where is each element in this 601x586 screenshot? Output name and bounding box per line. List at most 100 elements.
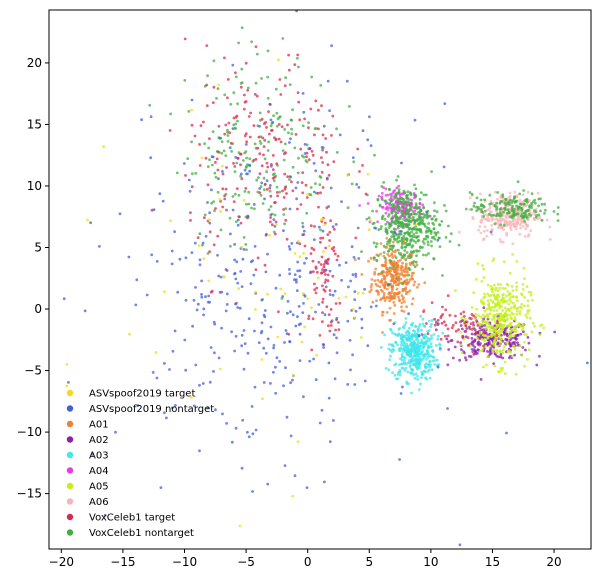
data-point xyxy=(415,231,418,235)
data-point xyxy=(520,302,524,306)
data-point xyxy=(398,202,402,206)
data-point xyxy=(454,321,458,325)
data-point xyxy=(414,194,418,197)
data-point xyxy=(516,333,520,337)
data-point xyxy=(217,177,220,181)
data-point xyxy=(406,370,410,374)
data-point xyxy=(410,238,414,241)
data-point xyxy=(518,198,522,202)
data-point xyxy=(283,341,286,344)
data-point xyxy=(446,407,449,410)
data-point xyxy=(259,193,263,197)
data-point xyxy=(548,238,552,241)
data-point xyxy=(479,315,483,319)
data-point xyxy=(242,159,245,162)
data-point xyxy=(210,188,213,192)
data-point xyxy=(388,254,391,258)
data-point xyxy=(229,141,233,145)
data-point xyxy=(98,245,101,248)
data-point xyxy=(128,332,131,336)
data-point xyxy=(521,193,525,197)
data-point xyxy=(314,182,317,186)
data-point xyxy=(221,187,225,191)
data-point xyxy=(377,194,381,198)
data-point xyxy=(169,112,173,116)
data-point xyxy=(200,293,203,296)
data-point xyxy=(324,285,328,289)
data-point xyxy=(498,201,502,205)
data-point xyxy=(429,240,433,243)
data-point xyxy=(482,229,486,233)
data-point xyxy=(434,328,438,332)
data-point xyxy=(480,218,484,222)
data-point xyxy=(470,313,474,316)
data-point xyxy=(415,260,418,264)
data-point xyxy=(515,313,519,316)
data-point xyxy=(478,349,482,353)
data-point xyxy=(266,482,270,486)
data-point xyxy=(409,363,412,367)
data-point xyxy=(239,221,243,225)
data-point xyxy=(235,187,239,191)
data-point xyxy=(328,293,332,296)
data-point xyxy=(242,367,246,371)
data-point xyxy=(302,110,306,114)
data-point xyxy=(410,357,414,361)
data-point xyxy=(382,296,386,300)
data-point xyxy=(296,53,300,57)
data-point xyxy=(491,259,495,263)
data-point xyxy=(403,323,407,327)
data-point xyxy=(518,205,521,209)
data-point xyxy=(313,225,316,228)
data-point xyxy=(360,250,363,254)
data-point xyxy=(397,275,401,278)
data-point xyxy=(390,194,393,198)
data-point xyxy=(368,290,372,294)
data-point xyxy=(317,127,320,131)
x-tick-label: 15 xyxy=(485,555,500,569)
data-point xyxy=(464,358,468,362)
data-point xyxy=(253,142,257,146)
data-point xyxy=(305,211,309,215)
data-point xyxy=(369,219,373,222)
data-point xyxy=(266,252,269,256)
data-point xyxy=(436,238,440,242)
data-point xyxy=(481,264,484,267)
data-point xyxy=(464,356,467,359)
data-point xyxy=(494,326,497,330)
data-point xyxy=(284,207,288,211)
data-point xyxy=(214,207,217,210)
data-point xyxy=(388,358,392,362)
data-point xyxy=(312,357,315,361)
data-point xyxy=(243,168,247,172)
data-point xyxy=(507,222,511,226)
data-point xyxy=(479,208,483,211)
data-point xyxy=(380,191,384,195)
data-point xyxy=(400,236,404,240)
data-point xyxy=(421,322,425,326)
data-point xyxy=(253,207,256,211)
data-point xyxy=(327,244,331,248)
data-point xyxy=(404,212,408,216)
data-point xyxy=(310,75,314,79)
data-point xyxy=(232,162,235,165)
data-point xyxy=(391,274,395,278)
data-point xyxy=(225,208,228,212)
data-point xyxy=(443,334,447,338)
data-point xyxy=(365,217,369,221)
data-point xyxy=(373,279,377,283)
data-point xyxy=(396,197,399,201)
data-point xyxy=(418,222,422,226)
data-point xyxy=(509,335,512,338)
data-point xyxy=(503,360,507,364)
data-point xyxy=(537,213,541,217)
data-point xyxy=(483,198,486,202)
data-point xyxy=(460,316,464,320)
data-point xyxy=(259,331,263,335)
data-point xyxy=(376,290,380,293)
data-point xyxy=(332,227,336,231)
data-point xyxy=(261,397,264,401)
data-point xyxy=(382,292,386,295)
data-point xyxy=(369,285,373,289)
data-point xyxy=(393,373,397,377)
